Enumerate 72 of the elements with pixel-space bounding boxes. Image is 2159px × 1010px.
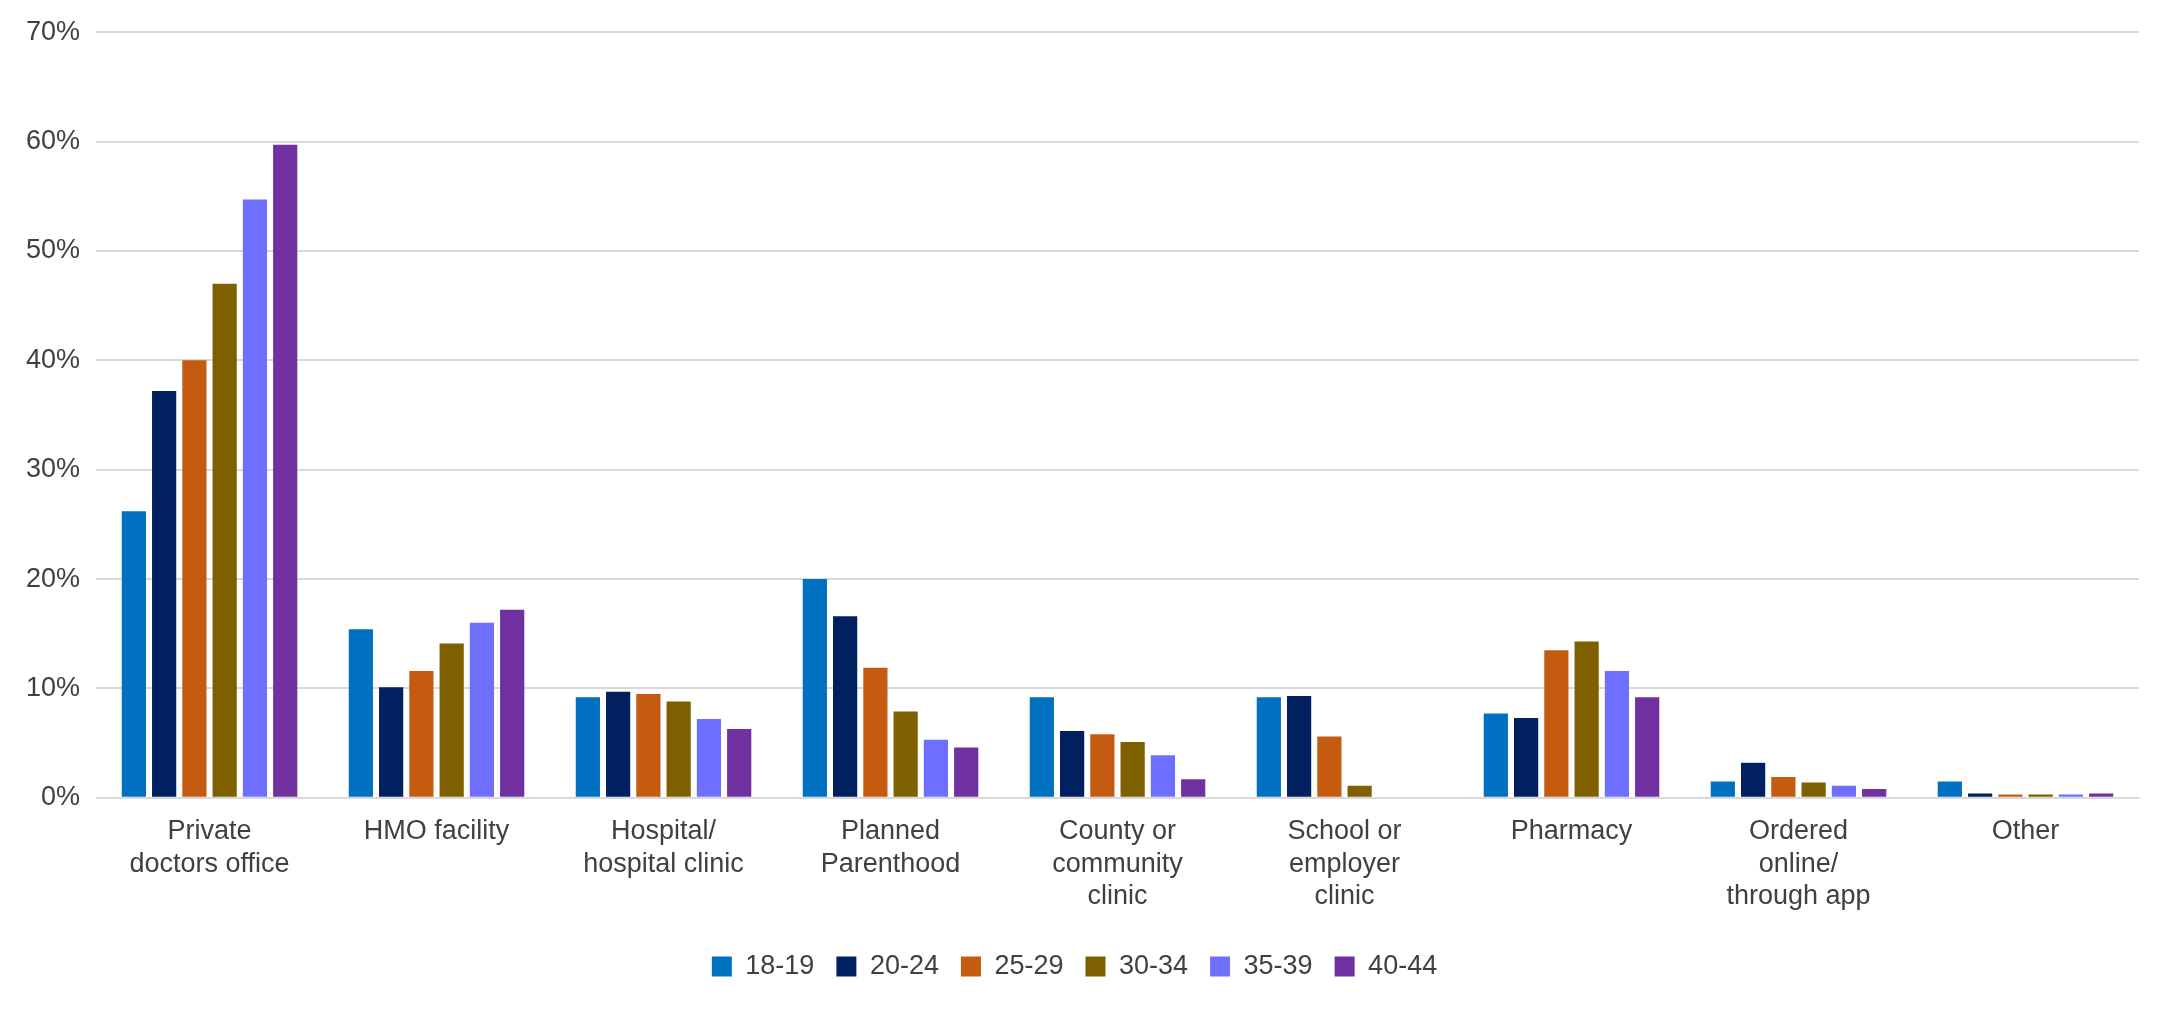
bar xyxy=(833,616,858,797)
bar xyxy=(1029,697,1054,797)
x-tick-label: School or employer clinic xyxy=(1287,815,1402,911)
y-tick-label: 10% xyxy=(25,671,81,702)
bar xyxy=(863,667,888,797)
x-tick-label: Private doctors office xyxy=(129,815,290,878)
bar xyxy=(666,701,691,797)
bar xyxy=(575,697,600,797)
x-tick-label: HMO facility xyxy=(363,815,510,846)
bar xyxy=(1120,742,1145,797)
bar xyxy=(1544,650,1569,797)
y-tick-label: 20% xyxy=(25,562,81,593)
bar xyxy=(1060,731,1085,797)
bar xyxy=(409,670,434,797)
bar xyxy=(182,360,207,797)
bar xyxy=(727,728,752,797)
bar xyxy=(1862,789,1887,797)
x-tick-label: Hospital/ hospital clinic xyxy=(583,815,744,878)
bar xyxy=(2089,793,2114,797)
y-tick-label: 0% xyxy=(41,781,81,812)
bar xyxy=(439,643,464,797)
bar xyxy=(1831,785,1857,797)
bar xyxy=(1150,755,1176,797)
bar xyxy=(606,691,631,797)
bar xyxy=(1635,697,1660,797)
bar xyxy=(1604,670,1630,797)
bar xyxy=(469,622,495,797)
bar xyxy=(1347,785,1372,797)
legend-label: 18-19 xyxy=(745,949,815,980)
legend-label: 25-29 xyxy=(994,949,1064,980)
x-tick-label: County or community clinic xyxy=(1052,815,1184,911)
y-tick-label: 50% xyxy=(25,234,81,265)
bar xyxy=(1937,781,1962,797)
legend-label: 20-24 xyxy=(869,949,939,980)
bar xyxy=(636,693,661,797)
bar xyxy=(954,747,979,797)
bar xyxy=(212,283,237,797)
bar xyxy=(242,199,268,797)
bar xyxy=(1483,713,1508,797)
y-tick-label: 30% xyxy=(25,453,81,484)
bar xyxy=(1710,781,1735,797)
bar xyxy=(1287,696,1312,797)
legend-label: 35-39 xyxy=(1243,949,1313,980)
bar xyxy=(348,629,373,797)
bar xyxy=(1317,736,1342,797)
bar xyxy=(1574,641,1599,797)
bar xyxy=(696,719,722,797)
bar xyxy=(1090,734,1115,797)
bar xyxy=(121,511,146,797)
x-tick-label: Planned Parenthood xyxy=(820,815,961,878)
bar xyxy=(152,390,177,797)
bar xyxy=(1771,777,1796,797)
bar xyxy=(923,739,949,797)
bar xyxy=(1181,779,1206,797)
bar xyxy=(500,609,525,797)
x-tick-label: Pharmacy xyxy=(1510,815,1633,846)
y-tick-label: 70% xyxy=(25,15,81,46)
legend-label: 40-44 xyxy=(1368,949,1438,980)
bar xyxy=(379,687,404,797)
y-tick-label: 60% xyxy=(25,125,81,156)
legend-label: 30-34 xyxy=(1119,949,1189,980)
x-tick-label: Ordered online/ through app xyxy=(1726,815,1871,911)
y-tick-label: 40% xyxy=(25,343,81,374)
bar xyxy=(1741,762,1766,797)
x-tick-label: Other xyxy=(1991,815,2060,846)
bar xyxy=(893,711,918,797)
bar xyxy=(802,579,827,797)
bar xyxy=(273,144,298,797)
bar xyxy=(1968,793,1993,797)
bar xyxy=(1256,697,1281,797)
bar xyxy=(1514,717,1539,797)
bar xyxy=(1801,782,1826,797)
